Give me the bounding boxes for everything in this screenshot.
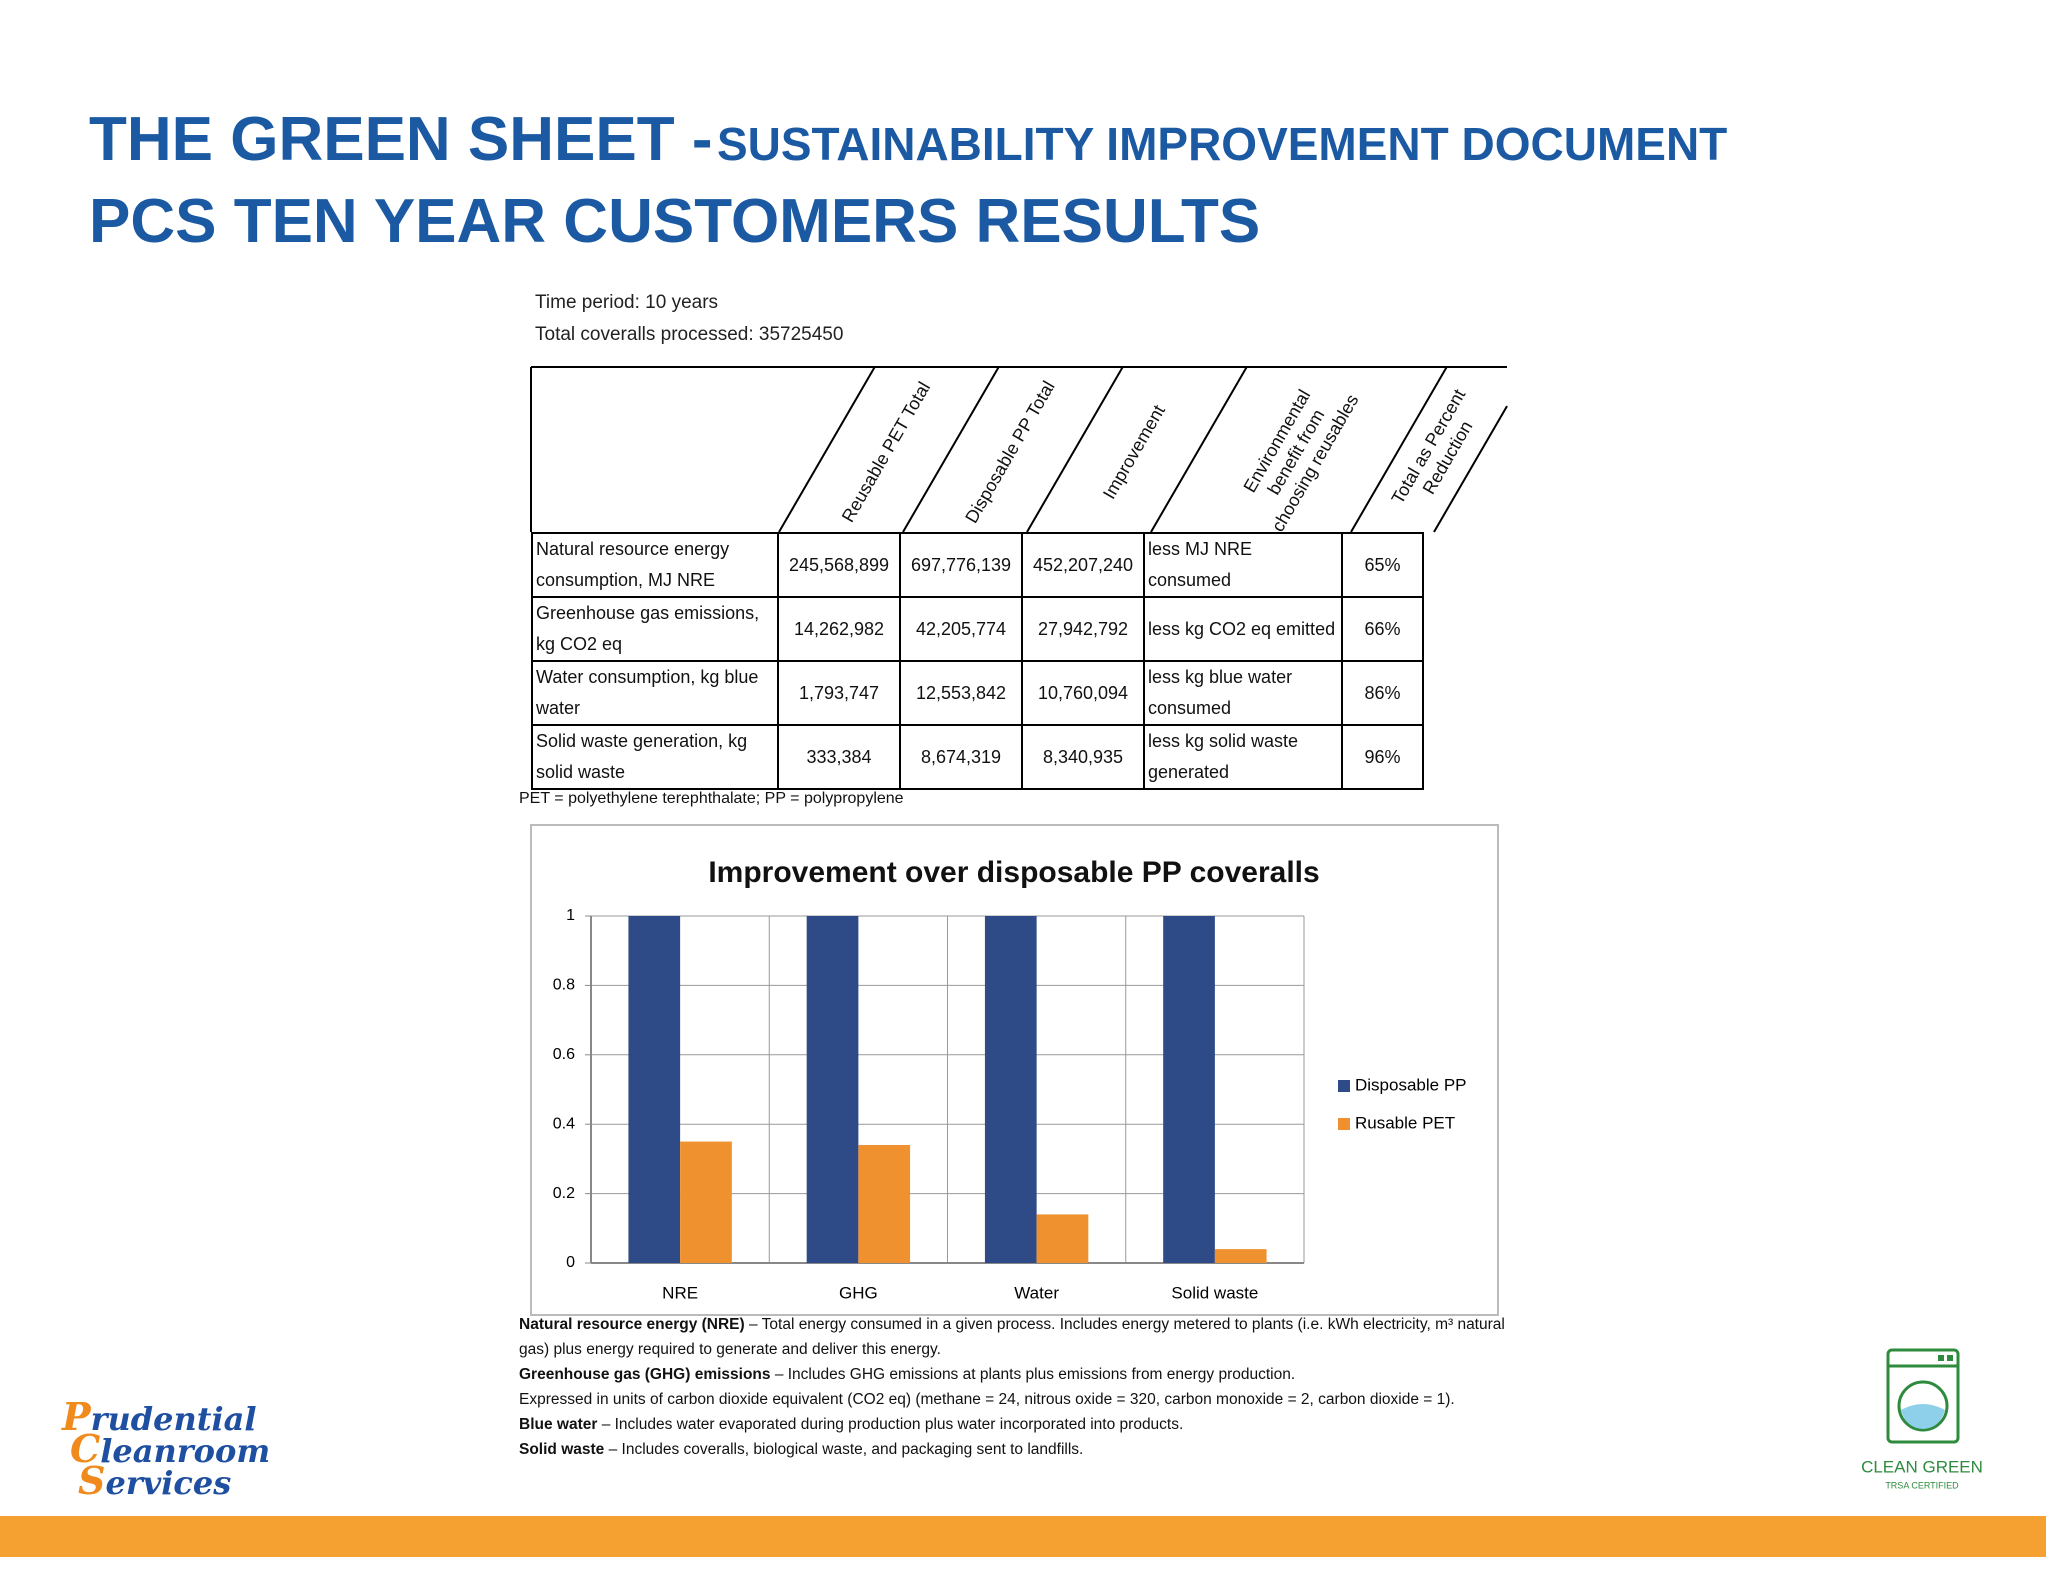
table-cell: 245,568,899 (777, 532, 901, 598)
info-line: Time period: 10 years (535, 292, 719, 313)
footnote-text: – Includes GHG emissions at plants plus … (770, 1366, 1296, 1383)
footnote-text: – Includes water evaporated during produ… (597, 1416, 1184, 1433)
legend-label: Rusable PET (1355, 1113, 1455, 1132)
table-cell: 12,553,842 (899, 660, 1023, 726)
footnote-term: Solid waste (519, 1441, 605, 1458)
table-cell: less kg blue water consumed (1143, 660, 1343, 726)
bar (1163, 916, 1215, 1263)
table-cell: 333,384 (777, 724, 901, 790)
footer-bar (0, 1516, 2046, 1557)
table-cell: Greenhouse gas emissions, kg CO2 eq (531, 596, 779, 662)
header-divider (1433, 405, 1508, 533)
table-cell: less kg CO2 eq emitted (1143, 596, 1343, 662)
table-cell: 1,793,747 (777, 660, 901, 726)
footnote-term: Blue water (519, 1416, 598, 1433)
table-cell: 86% (1341, 660, 1424, 726)
chart-title: Improvement over disposable PP coveralls (708, 856, 1319, 889)
legend-swatch (1338, 1118, 1350, 1130)
header-divider (778, 366, 876, 533)
header-divider (902, 366, 1000, 533)
table-cell: 65% (1341, 532, 1424, 598)
x-tick-label: GHG (839, 1283, 878, 1302)
table-cell: less kg solid waste generated (1143, 724, 1343, 790)
y-tick-label: 0.8 (553, 977, 575, 994)
table-cell: 697,776,139 (899, 532, 1023, 598)
y-tick-label: 0.6 (553, 1046, 575, 1063)
title-main: THE GREEN SHEET - (89, 105, 713, 174)
x-tick-label: NRE (662, 1283, 698, 1302)
footnote-term: Natural resource energy (NRE) (519, 1316, 745, 1333)
y-tick-label: 0.4 (553, 1115, 575, 1132)
table-cell: 14,262,982 (777, 596, 901, 662)
footnote: Blue water – Includes water evaporated d… (519, 1412, 1509, 1437)
bar (984, 916, 1037, 1263)
y-tick-label: 1 (566, 907, 575, 924)
bar (628, 916, 681, 1263)
title-sub: SUSTAINABILITY IMPROVEMENT DOCUMENT (716, 118, 1728, 170)
y-tick-label: 0.2 (553, 1185, 575, 1202)
footnote-text: – Total energy consumed in a given proce… (519, 1316, 1505, 1358)
table-row: Solid waste generation, kg solid waste 33… (531, 724, 1424, 790)
table-cell: 42,205,774 (899, 596, 1023, 662)
table-cell: 8,674,319 (899, 724, 1023, 790)
footnote: Expressed in units of carbon dioxide equ… (519, 1387, 1509, 1412)
company-logo: Prudential Cleanroom Services (62, 1394, 271, 1503)
title: THE GREEN SHEET - SUSTAINABILITY IMPROVE… (89, 104, 1727, 175)
bar (680, 1141, 732, 1263)
footnote: Greenhouse gas (GHG) emissions – Include… (519, 1362, 1509, 1387)
table-row: Natural resource energy consumption, MJ … (531, 532, 1424, 598)
badge-icon (1886, 1348, 1960, 1444)
table: Natural resource energy consumption, MJ … (531, 532, 1424, 790)
footnote-term: Greenhouse gas (GHG) emissions (519, 1366, 771, 1383)
info-line: Total coveralls processed: 35725450 (535, 324, 844, 345)
table-cell: 452,207,240 (1021, 532, 1145, 598)
x-tick-label: Water (1014, 1283, 1059, 1302)
heading: PCS TEN YEAR CUSTOMERS RESULTS (89, 187, 1261, 256)
badge-subtitle: TRSA CERTIFIED (1885, 1480, 1959, 1490)
table-cell: 66% (1341, 596, 1424, 662)
footnote: Natural resource energy (NRE) – Total en… (519, 1312, 1509, 1362)
table-row: Water consumption, kg blue water 1,793,74… (531, 660, 1424, 726)
logo-line: Cleanroom (70, 1426, 271, 1471)
footnotes: Natural resource energy (NRE) – Total en… (519, 1312, 1509, 1462)
footnote: Solid waste – Includes coveralls, biolog… (519, 1437, 1509, 1462)
chart-frame (530, 824, 1499, 1316)
y-tick-label: 0 (566, 1254, 575, 1271)
table-cell: less MJ NRE consumed (1143, 532, 1343, 598)
table-cell: 27,942,792 (1021, 596, 1145, 662)
table-cell: 10,760,094 (1021, 660, 1145, 726)
table-cell: 96% (1341, 724, 1424, 790)
badge-title: CLEAN GREEN (1861, 1457, 1983, 1476)
logo-line: Services (78, 1458, 232, 1503)
header-divider (1150, 366, 1248, 533)
table-cell: Water consumption, kg blue water (531, 660, 779, 726)
table-row: Greenhouse gas emissions, kg CO2 eq 14,26… (531, 596, 1424, 662)
table-cell: 8,340,935 (1021, 724, 1145, 790)
legend-label: Disposable PP (1355, 1075, 1467, 1094)
bar (1214, 1249, 1267, 1263)
logo-line: Prudential (62, 1394, 257, 1439)
bar (858, 1145, 911, 1263)
header-divider (1350, 366, 1448, 533)
footnote-text: – Includes coveralls, biological waste, … (604, 1441, 1084, 1458)
table-cell: Solid waste generation, kg solid waste (531, 724, 779, 790)
footnote-text: Expressed in units of carbon dioxide equ… (519, 1391, 1455, 1408)
legend-swatch (1338, 1080, 1350, 1092)
table-note: PET = polyethylene terephthalate; PP = p… (519, 790, 904, 807)
table-cell: Natural resource energy consumption, MJ … (531, 532, 779, 598)
header-divider (1026, 366, 1124, 533)
bar (806, 916, 859, 1263)
bar (1036, 1214, 1089, 1263)
x-tick-label: Solid waste (1171, 1283, 1258, 1302)
